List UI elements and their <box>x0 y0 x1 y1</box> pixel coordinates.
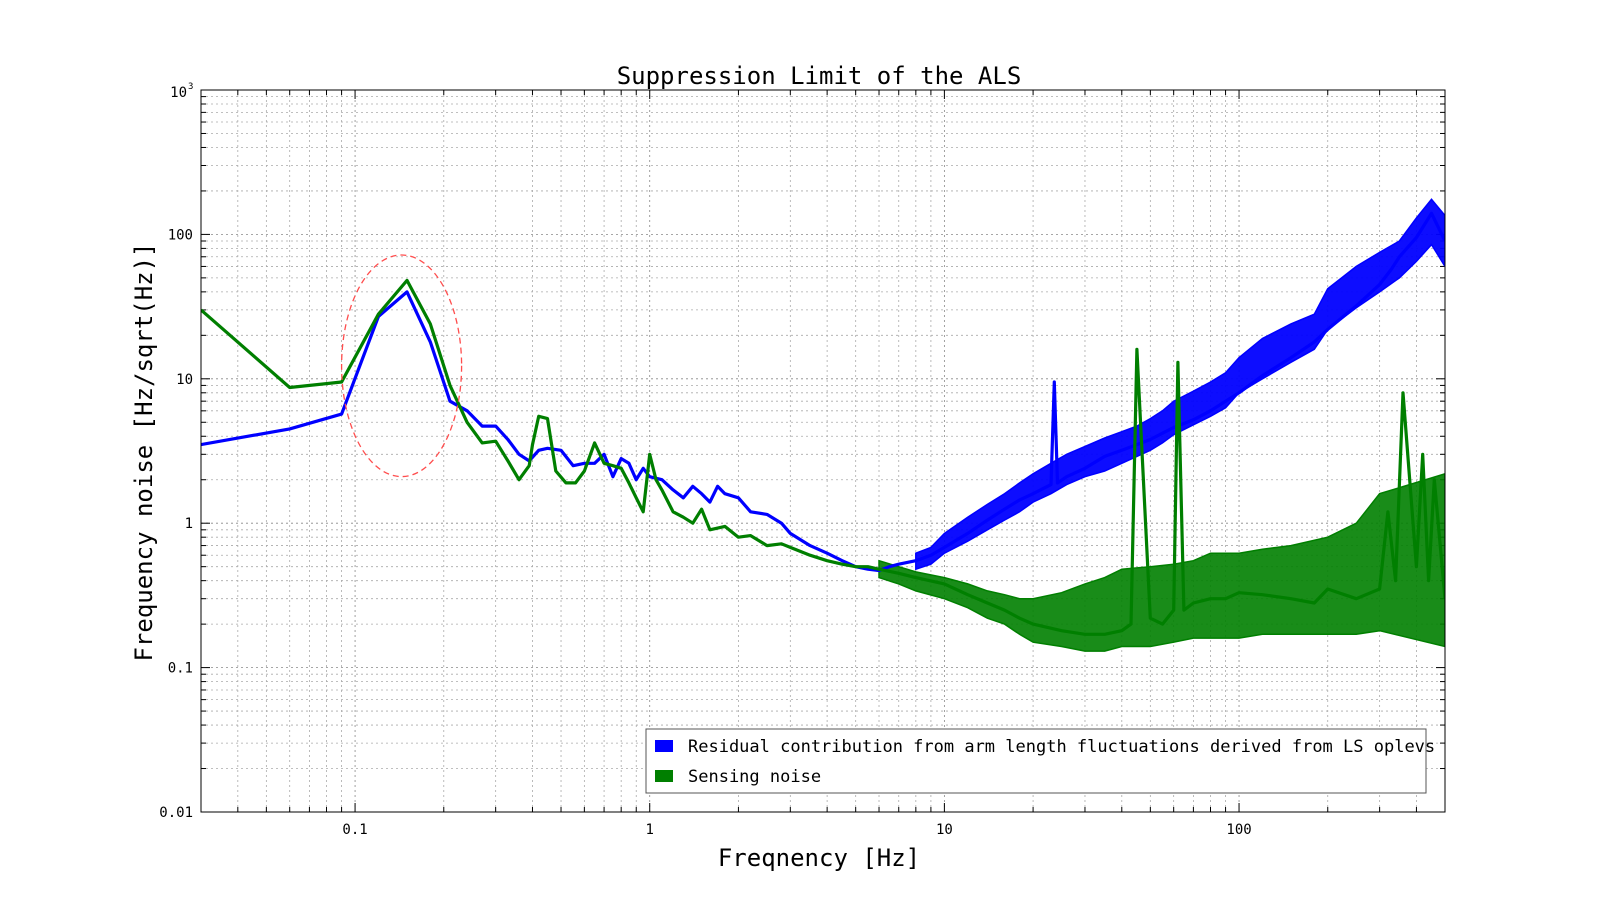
y-tick-label: 0.1 <box>168 661 193 677</box>
annotation-ellipse <box>340 254 463 478</box>
y-tick-label-top-base: 10 <box>170 85 187 101</box>
chart-title: Suppression Limit of the ALS <box>617 62 1022 90</box>
legend: Residual contribution from arm length fl… <box>645 728 1435 794</box>
x-ticks: 0.1 1 10 100 <box>342 822 1251 838</box>
y-tick-label: 10 <box>176 372 193 388</box>
band-residual <box>915 198 1445 571</box>
plot-frame <box>200 89 1446 813</box>
legend-box <box>645 728 1427 794</box>
x-tick-label: 10 <box>936 822 953 838</box>
y-tick-label-top-exponent: 3 <box>188 82 193 92</box>
x-axis-label: Freqnency [Hz] <box>718 844 920 872</box>
x-tick-label: 0.1 <box>342 822 367 838</box>
y-axis-label: Frequency noise [Hz/sqrt(Hz)] <box>130 242 158 661</box>
legend-swatch-sensing <box>655 770 673 782</box>
y-tick-label: 0.01 <box>159 805 193 821</box>
series-line-residual <box>201 211 1445 573</box>
band-sensing <box>878 473 1445 652</box>
y-tick-label: 100 <box>168 227 193 243</box>
x-tick-label: 1 <box>646 822 654 838</box>
series-line-sensing <box>201 278 1445 636</box>
x-tick-label: 100 <box>1226 822 1251 838</box>
legend-label-sensing: Sensing noise <box>688 767 821 787</box>
legend-label-residual: Residual contribution from arm length fl… <box>688 737 1435 757</box>
legend-swatch-residual <box>655 740 673 752</box>
y-tick-label: 1 <box>185 516 193 532</box>
series-lines <box>201 211 1445 636</box>
noise-bands <box>878 198 1445 652</box>
